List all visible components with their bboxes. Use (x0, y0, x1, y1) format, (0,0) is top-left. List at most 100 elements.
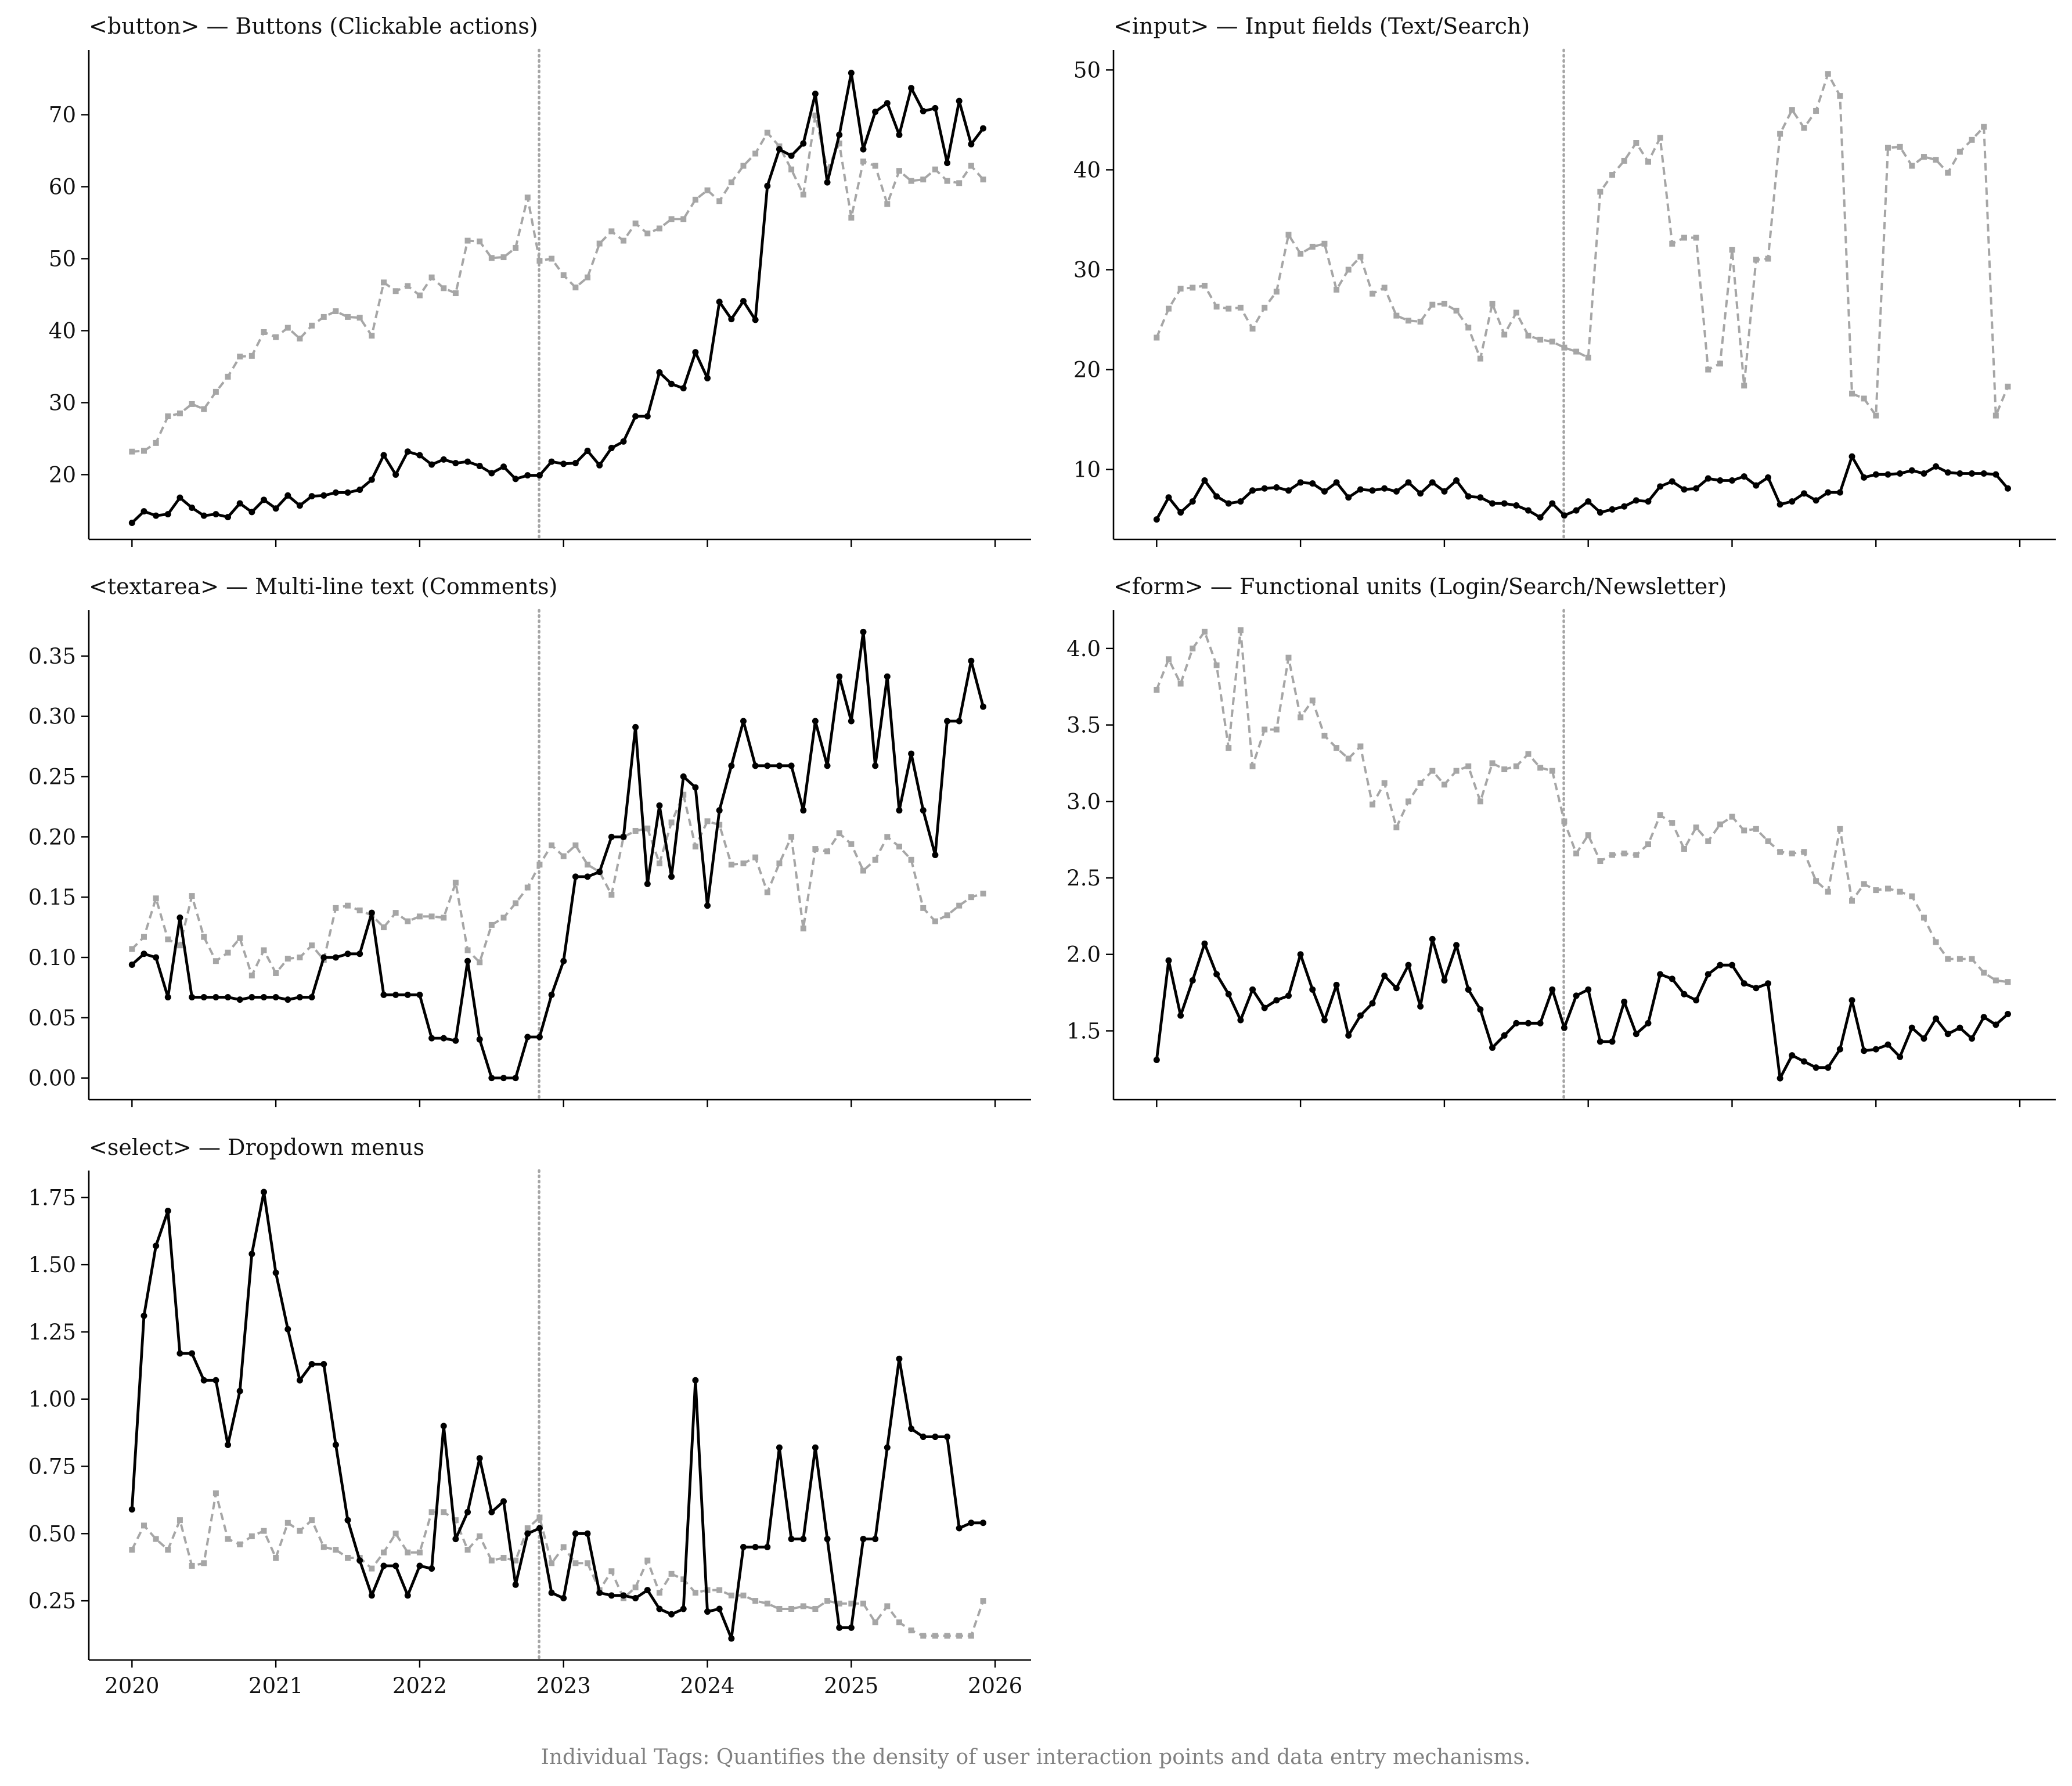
primary-series-point (1705, 971, 1711, 978)
primary-series-point (536, 472, 543, 479)
y-tick-label: 2.0 (1066, 942, 1101, 967)
secondary-series-point (201, 1560, 207, 1567)
secondary-series-point (740, 163, 747, 169)
secondary-series-point (1298, 714, 1304, 721)
y-tick-label: 3.0 (1066, 789, 1101, 814)
secondary-series-point (176, 411, 183, 417)
secondary-series-point (1226, 305, 1232, 312)
secondary-series-point (1429, 301, 1436, 308)
primary-series-point (1729, 962, 1736, 968)
secondary-series-point (189, 893, 195, 899)
primary-series-point (848, 718, 855, 725)
primary-series-point (1681, 991, 1688, 998)
y-tick-label: 50 (49, 247, 76, 272)
secondary-series-point (405, 283, 411, 289)
primary-series-point (560, 957, 567, 964)
secondary-series-point (345, 314, 351, 320)
primary-series-point (1729, 477, 1736, 484)
primary-series-point (1333, 479, 1340, 486)
primary-series-point (368, 1592, 375, 1599)
primary-series-point (716, 807, 723, 814)
primary-series-point (1908, 1024, 1915, 1031)
secondary-series-point (1285, 232, 1292, 238)
y-tick-label: 0.00 (28, 1066, 76, 1091)
primary-series-point (440, 456, 447, 463)
secondary-series-point (380, 279, 387, 286)
secondary-series-point (212, 1490, 219, 1496)
secondary-series-point (428, 913, 435, 920)
primary-series-point (1225, 500, 1232, 507)
primary-series-point (920, 1434, 927, 1441)
primary-series-point (1321, 1017, 1328, 1024)
secondary-series-point (1597, 858, 1603, 865)
secondary-series-point (1249, 325, 1256, 332)
secondary-series-point (513, 900, 519, 906)
y-tick-label: 50 (1073, 57, 1101, 82)
secondary-series-point (464, 237, 471, 244)
primary-series-point (836, 673, 843, 680)
secondary-series-point (201, 934, 207, 940)
primary-series-point (800, 140, 807, 147)
primary-series-point (1165, 494, 1172, 501)
secondary-series-point (1669, 240, 1675, 247)
y-tick-label: 0.10 (28, 945, 76, 970)
primary-series-point (164, 994, 171, 1001)
primary-series-point (1393, 488, 1400, 495)
primary-series-point (908, 750, 915, 757)
secondary-series-point (225, 949, 231, 956)
primary-series-point (956, 98, 963, 105)
secondary-series-point (728, 1592, 734, 1598)
primary-series-point (176, 914, 183, 921)
secondary-series-point (872, 1619, 878, 1626)
secondary-series-point (345, 902, 351, 909)
primary-series-point (1513, 1020, 1520, 1027)
primary-series-point (440, 1423, 447, 1429)
primary-series-point (1741, 473, 1747, 480)
secondary-series-point (333, 308, 339, 315)
secondary-series-point (1154, 686, 1160, 693)
secondary-series-point (1777, 849, 1783, 855)
secondary-series-point (1537, 765, 1544, 771)
secondary-series-point (225, 1536, 231, 1542)
y-tick-label: 30 (49, 390, 76, 415)
primary-series-point (476, 463, 483, 470)
secondary-series-point (1693, 235, 1699, 241)
secondary-series-point (968, 1633, 974, 1639)
primary-series-point (1789, 498, 1796, 505)
primary-series-point (296, 994, 303, 1001)
primary-series-point (1753, 482, 1760, 489)
secondary-series-point (572, 842, 579, 848)
primary-series-point (536, 1525, 543, 1532)
primary-series-point (1249, 986, 1256, 993)
primary-series-point (1297, 479, 1304, 486)
primary-series-point (200, 512, 207, 519)
primary-series-point (1657, 971, 1664, 978)
secondary-series-point (1249, 763, 1256, 769)
secondary-series-point (1190, 645, 1196, 651)
secondary-series-point (668, 216, 675, 222)
secondary-series-point (536, 1514, 543, 1521)
secondary-series-point (1334, 286, 1340, 293)
primary-series-point (1753, 985, 1760, 992)
secondary-series-point (428, 274, 435, 280)
primary-series-point (392, 471, 399, 478)
primary-series-point (452, 1536, 459, 1543)
secondary-series-point (1213, 304, 1220, 310)
secondary-series-point (333, 905, 339, 911)
primary-series-point (788, 1536, 795, 1543)
x-tick-label: 2021 (248, 1673, 303, 1698)
primary-series-point (284, 1326, 291, 1333)
secondary-series-point (1909, 163, 1915, 169)
secondary-series-point (824, 166, 831, 172)
primary-series-point (872, 762, 879, 769)
secondary-series-point (800, 926, 806, 932)
primary-series-point (488, 1508, 495, 1515)
primary-series-point (1956, 1024, 1963, 1031)
secondary-series-point (1669, 820, 1675, 826)
primary-series-point (1561, 1024, 1567, 1031)
secondary-series-point (1177, 286, 1184, 292)
primary-series-point (320, 492, 327, 499)
primary-series-point (1645, 1020, 1652, 1027)
primary-series-point (932, 852, 939, 858)
primary-series-point (644, 413, 651, 420)
